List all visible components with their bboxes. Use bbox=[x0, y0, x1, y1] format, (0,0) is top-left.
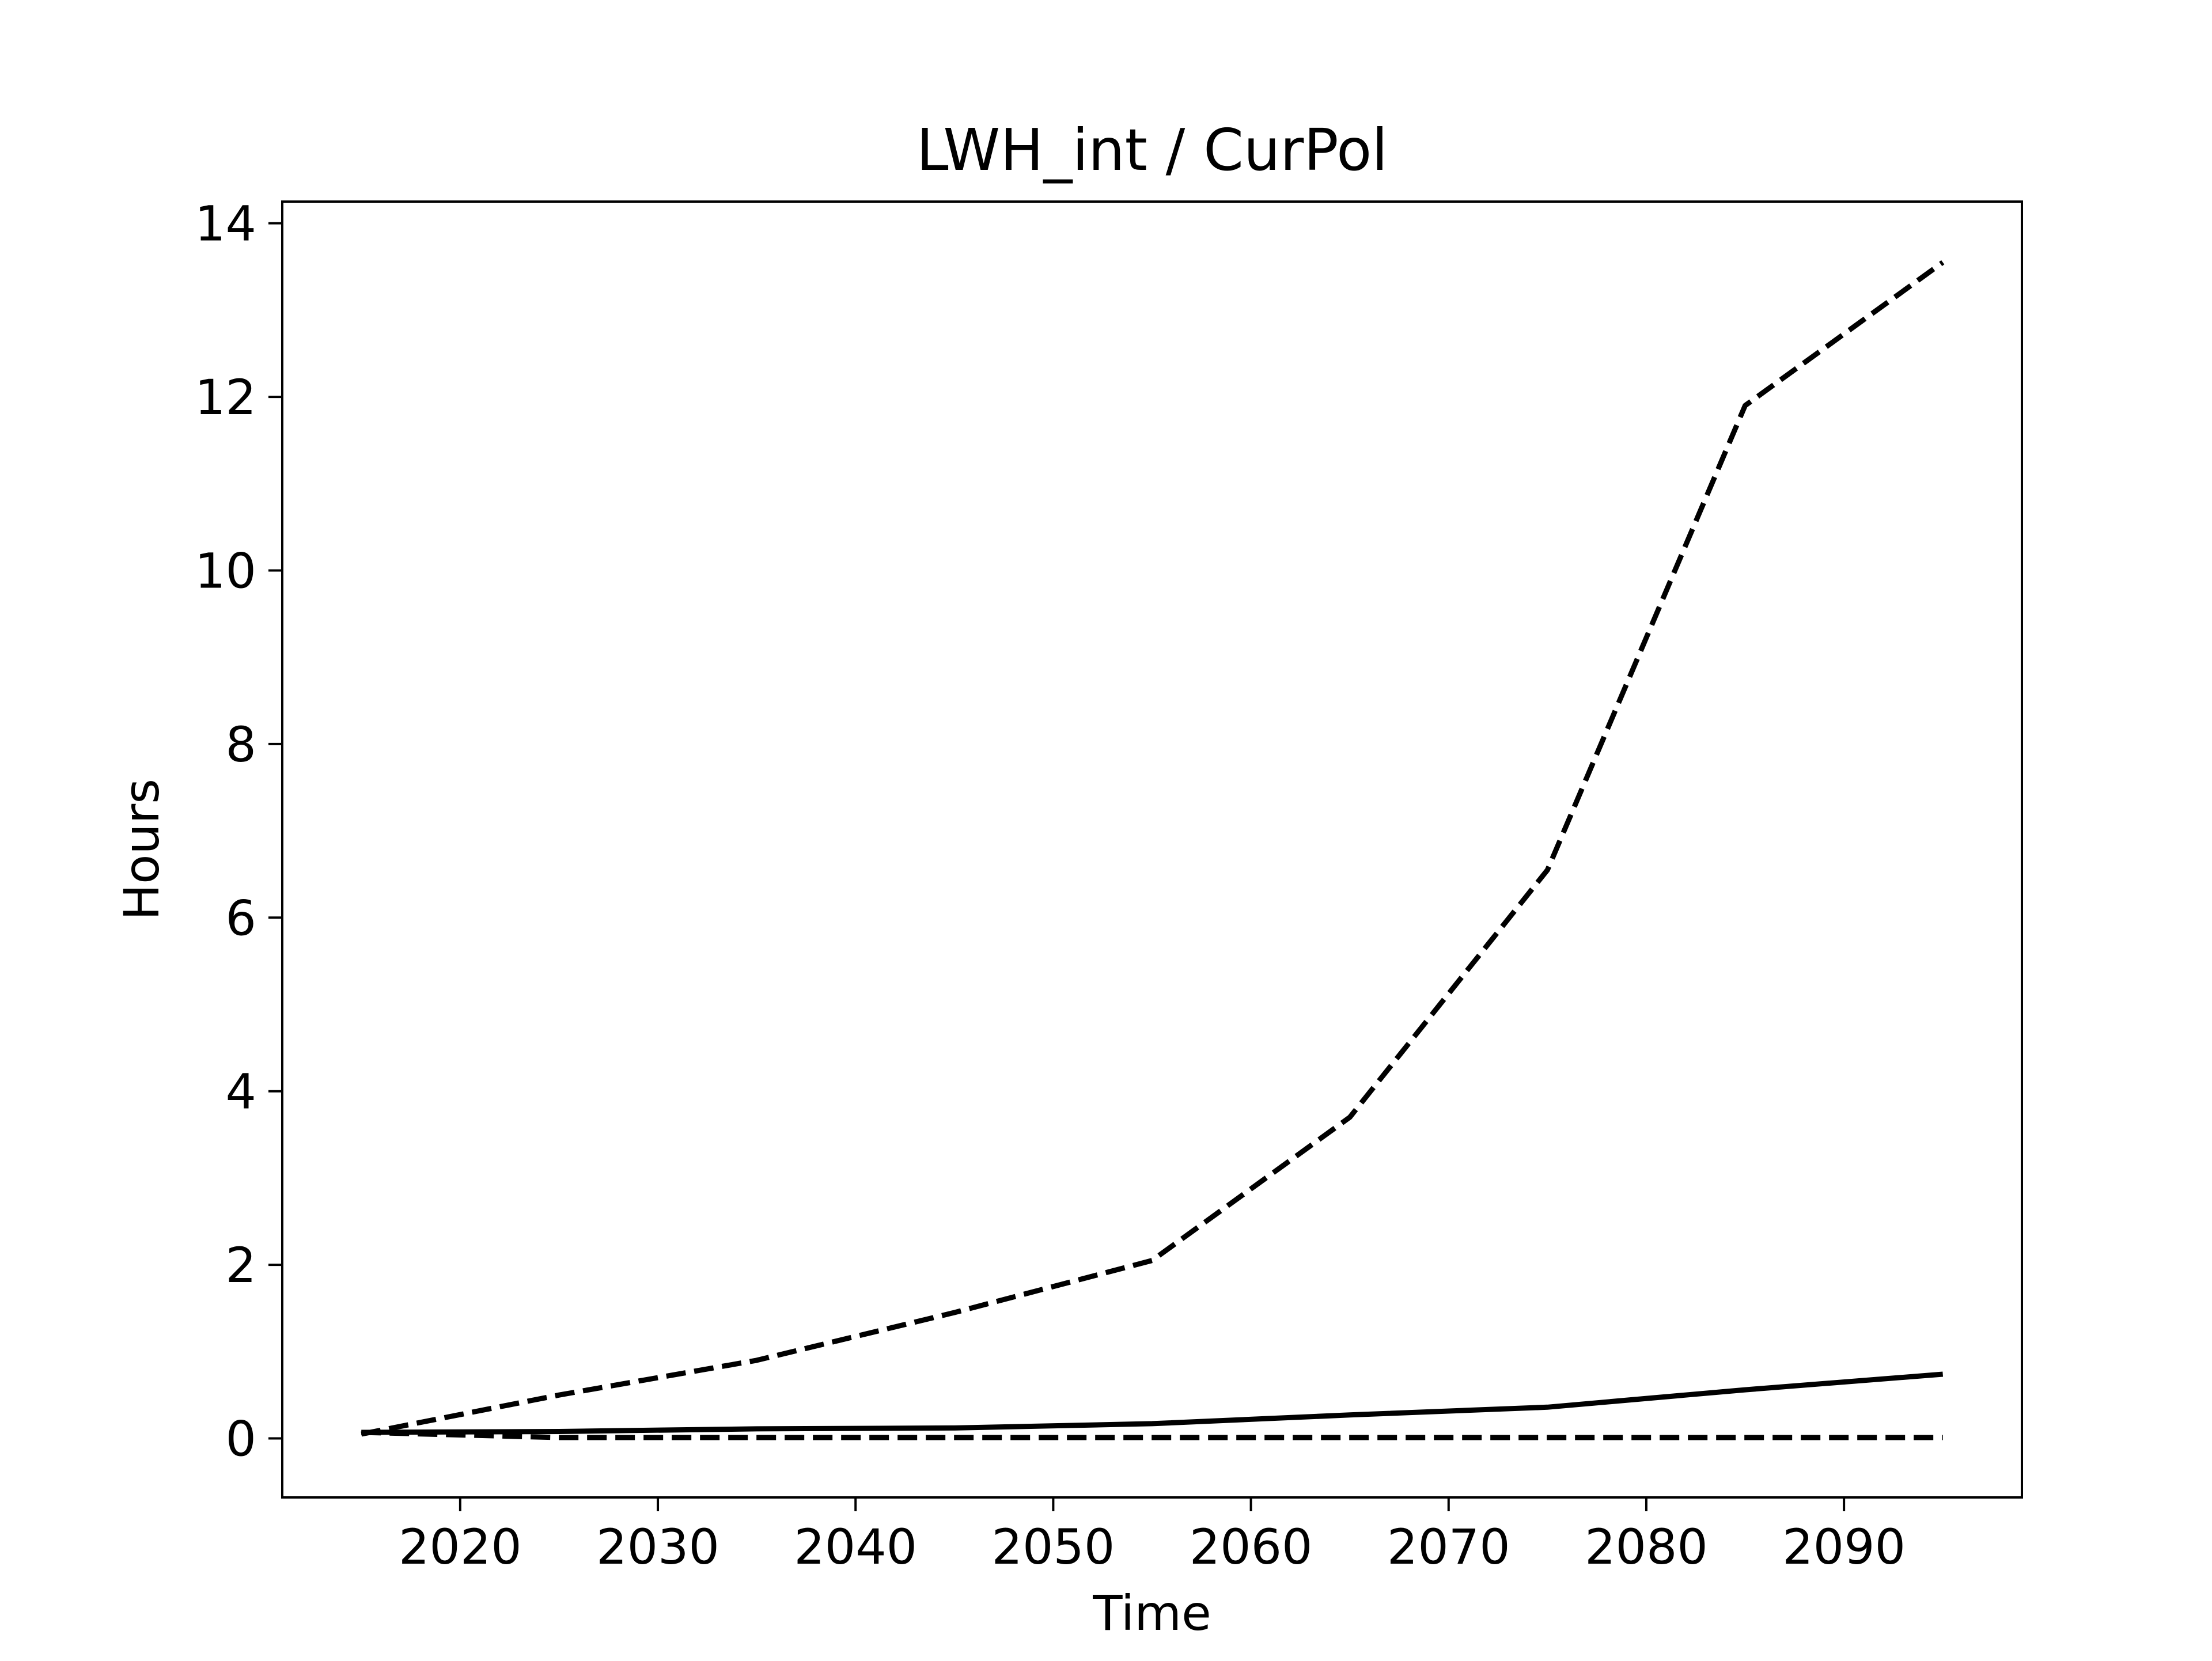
y-tick-label: 2 bbox=[226, 1237, 256, 1294]
y-axis-label: Hours bbox=[113, 779, 170, 920]
x-tick-label: 2060 bbox=[1190, 1519, 1313, 1575]
chart-title: LWH_int / CurPol bbox=[916, 116, 1388, 184]
y-tick-label: 0 bbox=[226, 1411, 256, 1467]
y-tick-label: 8 bbox=[226, 716, 256, 773]
x-tick-label: 2030 bbox=[596, 1519, 719, 1575]
x-tick-label: 2040 bbox=[794, 1519, 917, 1575]
x-tick-label: 2090 bbox=[1782, 1519, 1906, 1575]
series-line-2 bbox=[361, 1371, 1944, 1435]
y-tick-label: 4 bbox=[226, 1064, 256, 1120]
y-tick-label: 10 bbox=[195, 543, 256, 599]
x-tick-label: 2070 bbox=[1387, 1519, 1510, 1575]
y-tick-label: 6 bbox=[226, 890, 256, 946]
plot-frame bbox=[281, 200, 2023, 1499]
axis-layer: 2020 2030 2040 2050 2060 2070 2080 2090 0 2 4 6 8 10 1… bbox=[195, 196, 1906, 1575]
x-tick-label: 2080 bbox=[1585, 1519, 1708, 1575]
series-line-1 bbox=[361, 260, 1945, 1437]
x-tick-label: 2020 bbox=[399, 1519, 522, 1575]
y-tick-label: 14 bbox=[195, 196, 256, 252]
series-line-3 bbox=[361, 1429, 1943, 1440]
series-layer bbox=[361, 260, 1945, 1440]
x-tick-label: 2050 bbox=[992, 1519, 1115, 1575]
x-axis-label: Time bbox=[1092, 1585, 1211, 1641]
y-tick-label: 12 bbox=[195, 369, 256, 426]
